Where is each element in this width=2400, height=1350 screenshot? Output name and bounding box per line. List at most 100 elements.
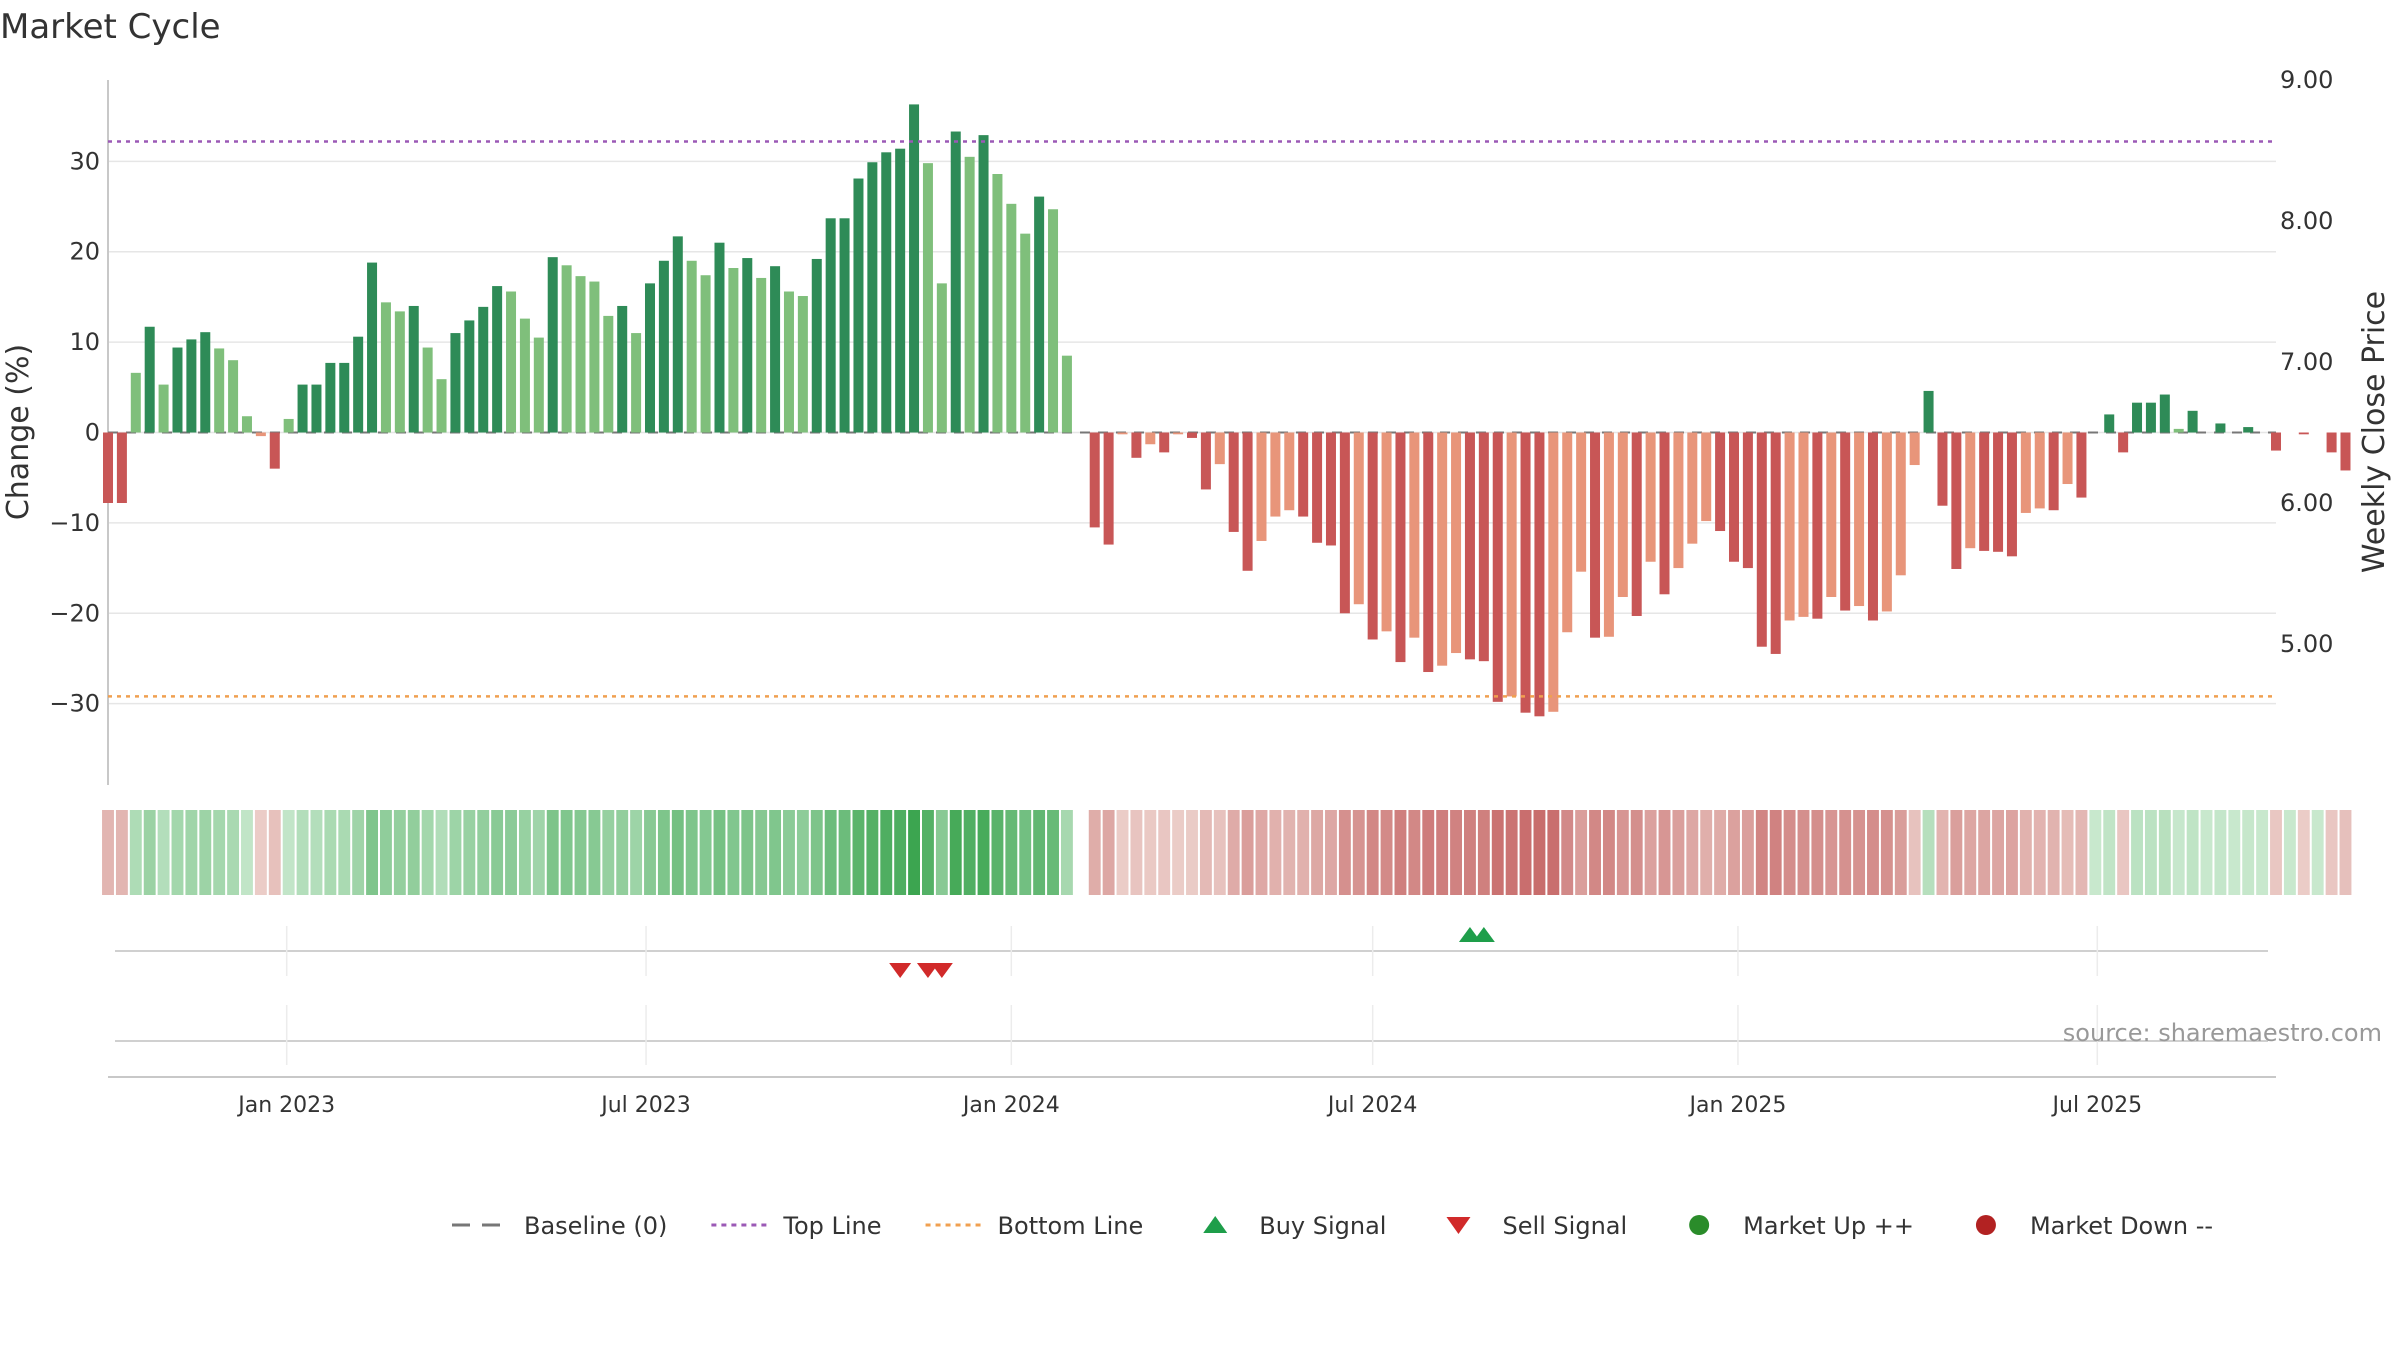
change-bar (1840, 432, 1851, 611)
heat-cell (991, 810, 1004, 895)
heat-cell (769, 810, 782, 895)
heat-cell (1144, 810, 1157, 895)
legend-item-sell: Sell Signal (1446, 1212, 1627, 1240)
heat-cell (880, 810, 893, 895)
change-bar (2076, 432, 2087, 498)
change-bar (394, 311, 405, 433)
heat-cell (115, 810, 128, 895)
heat-cell (1227, 810, 1240, 895)
change-bar (1173, 432, 1184, 435)
heat-cell (727, 810, 740, 895)
heat-cell (866, 810, 879, 895)
change-bar (1214, 432, 1225, 465)
change-bar (297, 384, 308, 433)
change-bar (464, 320, 475, 433)
heat-cell (157, 810, 170, 895)
heat-cell (1436, 810, 1449, 895)
cycle-heat-strip (102, 810, 2352, 895)
change-bar (742, 258, 753, 433)
heat-cell (1213, 810, 1226, 895)
change-bar (561, 265, 572, 433)
change-bar (770, 266, 781, 433)
heat-cell (1908, 810, 1921, 895)
legend-label: Market Down -- (2030, 1212, 2213, 1240)
heat-cell (2325, 810, 2338, 895)
heat-cell (241, 810, 253, 895)
change-bar (533, 337, 544, 433)
legend-swatch (1975, 1215, 1996, 1235)
change-bar (158, 384, 169, 433)
change-bar (728, 268, 739, 433)
heat-cell (963, 810, 976, 895)
left-y-axis-label: Change (%) (1, 344, 36, 520)
change-bar (172, 347, 183, 433)
change-bar (1659, 432, 1670, 595)
change-bar (1006, 203, 1017, 433)
heat-cell (838, 810, 851, 895)
change-bar (672, 236, 683, 433)
heat-cell (1839, 810, 1852, 895)
heat-cell (2242, 810, 2255, 895)
change-bar (1020, 233, 1031, 433)
change-bar (1117, 432, 1128, 435)
sell-signal-marker (916, 963, 939, 978)
change-bar (1186, 432, 1198, 438)
change-bar (1576, 432, 1587, 572)
heat-cell (2158, 810, 2171, 895)
change-bar (589, 281, 600, 433)
change-bar (367, 262, 378, 433)
change-bar (269, 432, 280, 469)
right-y-tick-label: 7.00 (2280, 348, 2333, 376)
change-bars (102, 104, 2351, 717)
change-bar (1451, 432, 1462, 654)
change-bar (1089, 432, 1100, 528)
heat-cell (310, 810, 323, 895)
change-bar (1061, 355, 1072, 433)
change-bar (1242, 432, 1253, 571)
change-bar (1562, 432, 1573, 633)
change-bar (644, 283, 656, 433)
heat-cell (463, 810, 476, 895)
heat-cell (2006, 810, 2018, 895)
heat-cell (477, 810, 490, 895)
x-tick-label: Jan 2024 (961, 1093, 1060, 1118)
heat-cell (352, 810, 365, 895)
change-bar (1687, 432, 1698, 544)
right-y-tick-label: 8.00 (2280, 207, 2333, 235)
y-tick-label: −30 (49, 690, 100, 718)
legend-item-buy: Buy Signal (1203, 1212, 1386, 1240)
change-bar (2006, 432, 2017, 557)
buy-signal-marker (1472, 927, 1495, 942)
change-bar (450, 333, 461, 433)
heat-cell (977, 810, 990, 895)
change-bar (1617, 432, 1628, 597)
heat-cell (1060, 810, 1073, 895)
change-bar (992, 174, 1003, 433)
chart-title: Market Cycle (0, 7, 221, 47)
heat-cell (685, 810, 698, 895)
heat-cell (435, 810, 448, 895)
heat-cell (366, 810, 378, 895)
change-bar (1409, 432, 1420, 638)
heat-cell (546, 810, 559, 895)
heat-cell (2200, 810, 2213, 895)
heat-cell (282, 810, 295, 895)
change-bar (1256, 432, 1267, 541)
right-y-tick-label: 6.00 (2280, 489, 2333, 517)
change-bar (1284, 432, 1295, 511)
change-bar (631, 333, 642, 433)
change-bar (1631, 432, 1642, 616)
change-bar (2243, 427, 2254, 433)
change-bar (1979, 432, 1990, 551)
change-bar (2132, 402, 2143, 433)
heat-cell (574, 810, 587, 895)
heat-cell (1880, 810, 1893, 895)
heat-cell (421, 810, 434, 895)
change-bar (1478, 432, 1489, 662)
legend-label: Market Up ++ (1743, 1212, 1914, 1240)
change-bar (950, 131, 961, 433)
heat-cell (783, 810, 795, 895)
legend-label: Top Line (782, 1212, 881, 1240)
legend-item-bottom: Bottom Line (925, 1212, 1143, 1240)
change-bar (2340, 432, 2351, 471)
